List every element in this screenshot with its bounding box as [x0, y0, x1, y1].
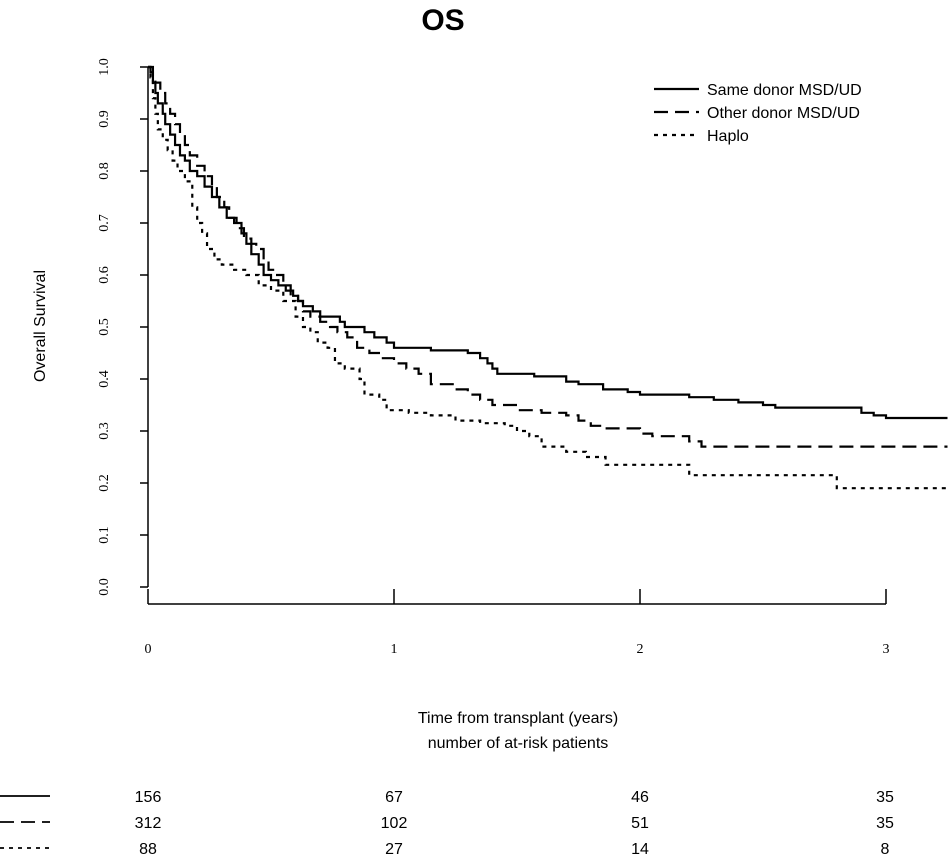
y-tick-label: 0.5 — [97, 318, 112, 336]
risk-count: 312 — [135, 815, 162, 832]
y-tick-label: 0.2 — [97, 474, 112, 492]
series-line-other-donor-msd-ud — [148, 65, 948, 448]
y-tick-label: 0.7 — [97, 214, 112, 232]
y-tick-label: 0.1 — [97, 526, 112, 544]
y-tick-label: 0.9 — [97, 110, 112, 128]
y-tick-label: 1.0 — [97, 58, 112, 76]
y-tick-label: 0.3 — [97, 422, 112, 440]
y-axis-label: Overall Survival — [32, 270, 49, 382]
legend: Same donor MSD/UD Other donor MSD/UD Haplo — [654, 82, 862, 145]
risk-table: 156 67 46 35 312 102 51 35 88 27 14 8 — [0, 789, 894, 855]
risk-count: 88 — [139, 841, 157, 855]
risk-count: 156 — [135, 789, 162, 806]
risk-count: 102 — [381, 815, 408, 832]
risk-count: 35 — [876, 789, 894, 806]
y-tick-label: 0.0 — [97, 578, 112, 596]
chart-title: OS — [421, 4, 464, 37]
x-tick-label: 1 — [391, 642, 398, 657]
risk-table-header: number of at-risk patients — [428, 735, 609, 752]
risk-count: 67 — [385, 789, 403, 806]
risk-count: 8 — [881, 841, 890, 855]
y-tick-label: 0.8 — [97, 162, 112, 180]
risk-count: 35 — [876, 815, 894, 832]
x-axis-label: Time from transplant (years) — [418, 710, 618, 727]
plot-area: 0.0 0.1 0.2 0.3 0.4 0.5 0.6 0.7 0.8 0.9 1.0 0 1 2 3 — [97, 58, 948, 657]
x-tick-label: 3 — [883, 642, 890, 657]
y-tick-label: 0.6 — [97, 266, 112, 284]
x-tick-label: 2 — [637, 642, 644, 657]
x-tick-label: 0 — [145, 642, 152, 657]
legend-label: Other donor MSD/UD — [707, 105, 860, 122]
risk-count: 51 — [631, 815, 649, 832]
risk-count: 14 — [631, 841, 649, 855]
risk-count: 27 — [385, 841, 403, 855]
series-line-same-donor-msd-ud — [148, 65, 948, 420]
series-line-haplo — [148, 65, 948, 490]
legend-label: Same donor MSD/UD — [707, 82, 862, 99]
y-tick-label: 0.4 — [97, 370, 112, 388]
risk-count: 46 — [631, 789, 649, 806]
legend-label: Haplo — [707, 128, 749, 145]
